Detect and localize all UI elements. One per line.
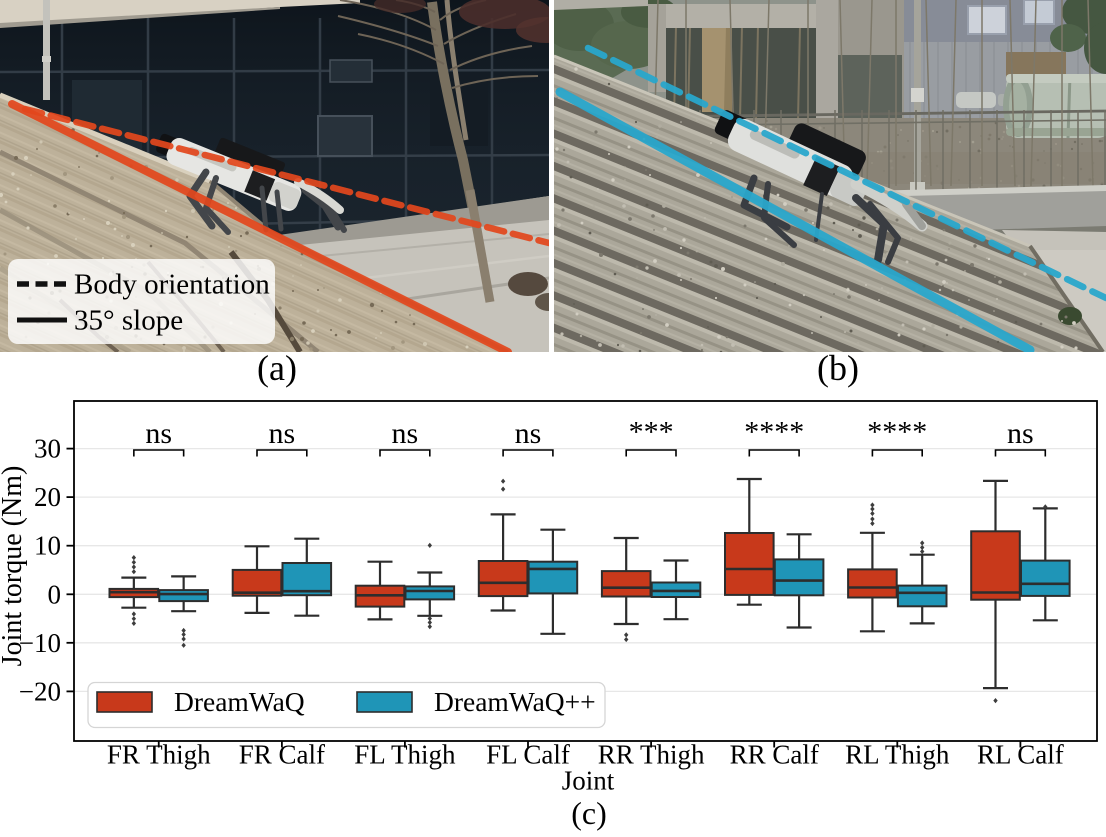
svg-text:35° slope: 35° slope [74, 305, 183, 337]
svg-text:FR Thigh: FR Thigh [107, 740, 211, 770]
svg-text:−10: −10 [19, 628, 61, 658]
svg-text:30: 30 [34, 434, 61, 464]
svg-text:FL Thigh: FL Thigh [354, 740, 456, 770]
svg-text:0: 0 [48, 579, 62, 609]
svg-text:ns: ns [145, 417, 172, 450]
svg-text:Joint: Joint [562, 766, 615, 796]
svg-text:Body orientation: Body orientation [74, 269, 270, 301]
svg-text:RL Thigh: RL Thigh [845, 740, 950, 770]
svg-text:RR Thigh: RR Thigh [598, 740, 705, 770]
svg-text:ns: ns [269, 417, 296, 450]
svg-text:RL Calf: RL Calf [977, 740, 1064, 770]
svg-text:10: 10 [34, 531, 61, 561]
svg-text:DreamWaQ++: DreamWaQ++ [434, 686, 596, 717]
svg-text:DreamWaQ: DreamWaQ [174, 686, 305, 717]
svg-text:(b): (b) [817, 348, 859, 388]
svg-text:(c): (c) [571, 795, 607, 831]
svg-text:Joint torque (Nm): Joint torque (Nm) [0, 466, 28, 667]
svg-text:****: **** [867, 416, 927, 449]
svg-text:−20: −20 [19, 676, 61, 706]
svg-text:20: 20 [34, 482, 61, 512]
svg-text:ns: ns [1007, 417, 1034, 450]
svg-text:ns: ns [392, 417, 419, 450]
svg-text:RR Calf: RR Calf [730, 740, 819, 770]
svg-text:****: **** [744, 416, 804, 449]
svg-text:(a): (a) [257, 348, 297, 388]
svg-text:FL Calf: FL Calf [486, 740, 570, 770]
svg-text:ns: ns [515, 417, 542, 450]
svg-text:***: *** [629, 416, 674, 449]
svg-text:FR Calf: FR Calf [239, 740, 325, 770]
